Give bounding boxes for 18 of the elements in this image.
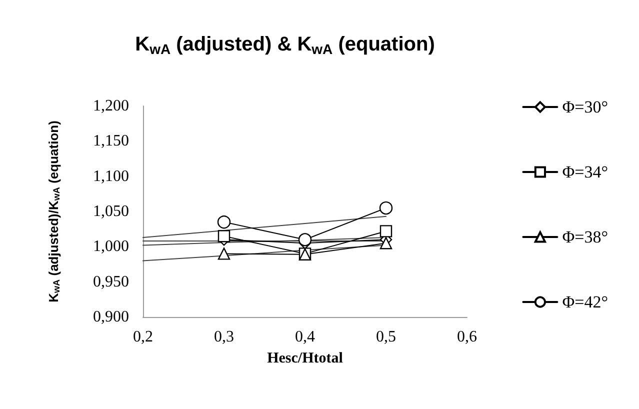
legend-label: Φ=42° [562, 292, 608, 312]
x-tick-label: 0,6 [457, 328, 477, 346]
legend-label: Φ=30° [562, 98, 608, 116]
y-tick-label: 1,150 [93, 132, 129, 150]
x-axis-title: Hesc/Htotal [267, 350, 343, 366]
y-axis-title: KwA (adjusted)/KwA (equation) [46, 120, 62, 302]
y-tick-label: 1,100 [93, 168, 129, 185]
legend-label: Φ=38° [562, 228, 608, 246]
y-tick-label: 1,050 [93, 203, 129, 220]
legend-label: Φ=34° [562, 162, 608, 182]
x-tick-label: 0,2 [133, 328, 153, 346]
y-tick-label: 0,900 [93, 308, 129, 326]
y-tick-label: 1,200 [93, 98, 129, 114]
x-tick-label: 0,4 [295, 328, 315, 346]
x-tick-label: 0,3 [214, 328, 234, 346]
x-tick-label: 0,5 [376, 328, 396, 346]
y-tick-label: 1,000 [93, 238, 129, 256]
y-tick-label: 0,950 [93, 273, 129, 290]
